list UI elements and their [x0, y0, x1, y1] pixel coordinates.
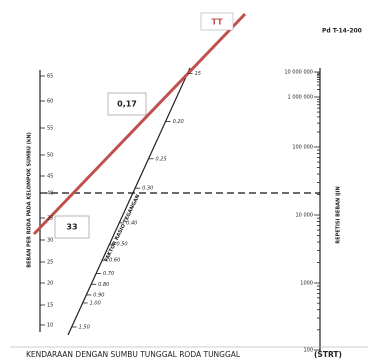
left-tick-label: 30	[47, 238, 53, 244]
left-tick-label: 55	[47, 126, 53, 132]
middle-tick-label: 0.20	[173, 119, 184, 125]
right-tick-label: 10 000 000	[284, 70, 313, 76]
ratio-box	[107, 92, 147, 116]
middle-tick-label: 0.40	[126, 220, 137, 226]
tt-box	[200, 12, 234, 31]
footer: KENDARAAN DENGAN SUMBU TUNGGAL RODA TUNG…	[26, 350, 241, 359]
red-line	[32, 12, 247, 236]
middle-tick-label: 0.50	[116, 242, 127, 248]
middle-axis	[67, 67, 191, 336]
middle-tick-label: 0.80	[98, 282, 109, 288]
ratio-label: 0,17	[117, 100, 137, 109]
middle-tick-label: 0.60	[109, 258, 120, 264]
right-tick-label: 1000	[300, 281, 313, 287]
right-tick-label: 100 000	[292, 145, 313, 151]
left-tick-label: 65	[47, 74, 53, 80]
right-axis-title: REPETISI BEBAN IJIN	[336, 186, 342, 243]
right-tick-label: 100	[303, 348, 313, 354]
right-tick-label: 1 000 000	[288, 95, 313, 101]
middle-tick-label: 0.90	[93, 292, 104, 298]
middle-tick-label: 0.30	[142, 186, 153, 192]
middle-tick-label: 0.70	[103, 271, 114, 277]
left-tick-label: 45	[47, 174, 53, 180]
middle-tick-label: 15	[195, 71, 201, 77]
middle-tick-label: 1.50	[79, 324, 90, 330]
load-label: 33	[66, 223, 77, 232]
left-tick-label: 40	[47, 191, 53, 197]
footer-code: (STRT)	[314, 350, 342, 359]
left-tick-label: 10	[47, 323, 53, 329]
left-tick-label: 20	[47, 281, 53, 287]
middle-tick-label: 0.25	[156, 156, 167, 162]
left-tick-label: 50	[47, 153, 53, 159]
left-tick-label: 15	[47, 303, 53, 309]
middle-tick-label: 1.00	[90, 300, 101, 306]
load-box	[54, 215, 90, 239]
left-axis-title: BEBAN PER RODA PADA KELOMPOK SUMBU (kN)	[27, 132, 33, 268]
left-tick-label: 25	[47, 260, 53, 266]
doc-code: Pd T-14-200	[322, 28, 362, 35]
right-tick-label: 10 000	[296, 213, 314, 219]
left-tick-label: 35	[47, 216, 53, 222]
left-tick-label: 60	[47, 99, 53, 105]
tt-label: TT	[211, 18, 223, 27]
